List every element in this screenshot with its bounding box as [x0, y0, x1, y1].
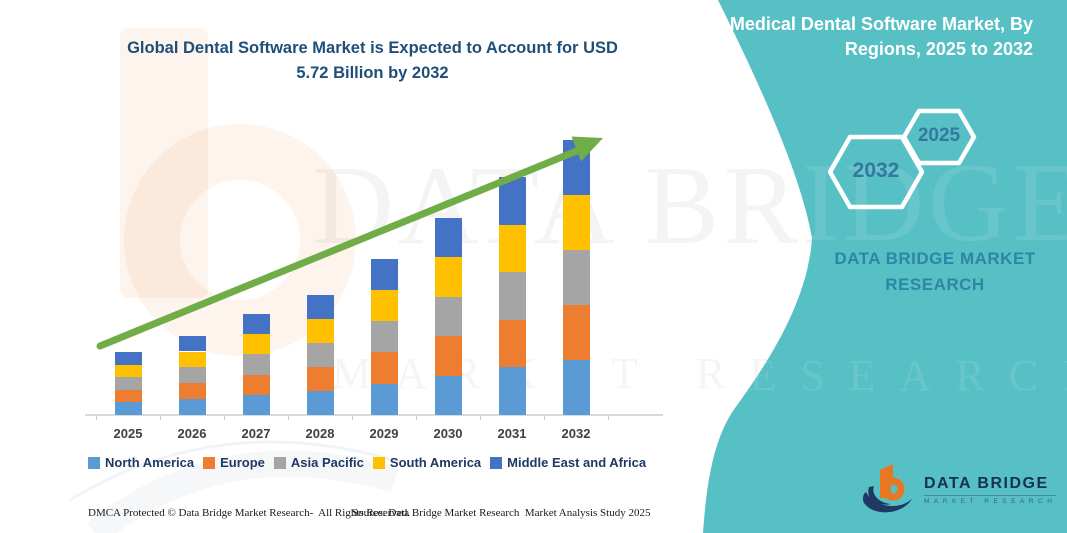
bar-segment-europe	[370, 352, 398, 384]
axis-tick	[96, 416, 97, 420]
bar-segment-north-america	[306, 390, 334, 415]
bar-segment-north-america	[562, 359, 590, 415]
axis-tick	[160, 416, 161, 420]
hexagon-2025-label: 2025	[917, 125, 961, 146]
bar-segment-north-america	[498, 367, 526, 415]
axis-tick	[224, 416, 225, 420]
bar-segment-europe	[178, 383, 206, 400]
bar-segment-north-america	[434, 375, 462, 415]
bar-segment-asia-pacific	[242, 354, 270, 375]
logo-subtitle-text: MARKET RESEARCH	[924, 498, 1057, 505]
databridge-logo: DATA BRIDGE MARKET RESEARCH	[862, 462, 1057, 518]
x-axis-label-2028: 2028	[305, 426, 335, 441]
legend-item-europe: Europe	[203, 455, 265, 470]
legend-item-asia-pacific: Asia Pacific	[273, 455, 364, 470]
x-axis-line	[85, 414, 663, 416]
x-axis-label-2032: 2032	[561, 426, 591, 441]
x-axis-label-2025: 2025	[113, 426, 143, 441]
legend-item-north-america: North America	[88, 455, 194, 470]
bar-segment-south-america	[114, 364, 142, 378]
legend-swatch	[88, 456, 100, 469]
hexagon-2032-label: 2032	[852, 159, 900, 182]
axis-tick	[544, 416, 545, 420]
panel-title: Medical Dental Software Market, By Regio…	[703, 12, 1033, 62]
legend-swatch	[372, 456, 385, 469]
chart-title-line2: 5.72 Billion by 2032	[296, 63, 449, 82]
bar-segment-north-america	[242, 394, 270, 415]
panel-brand-text: DATA BRIDGE MARKET RESEARCH	[810, 246, 1060, 299]
chart-title-line1: Global Dental Software Market is Expecte…	[127, 39, 618, 57]
chart-legend: North America Europe Asia Pacific South Ame…	[88, 455, 646, 470]
legend-label: Europe	[220, 455, 265, 470]
x-axis-label-2026: 2026	[177, 426, 207, 441]
bar-segment-europe	[242, 374, 270, 395]
bar-segment-europe	[306, 366, 334, 391]
panel-brand-line1: DATA BRIDGE MARKET	[834, 249, 1036, 268]
axis-tick	[608, 416, 609, 420]
axis-tick	[480, 416, 481, 420]
legend-swatch	[490, 456, 503, 469]
x-axis-label-2027: 2027	[241, 426, 271, 441]
bar-segment-asia-pacific	[114, 377, 142, 390]
x-axis-label-2031: 2031	[497, 426, 527, 441]
copyright-text: DMCA Protected © Data Bridge Market Rese…	[88, 507, 411, 519]
bar-segment-middle-east-and-africa	[114, 352, 142, 365]
legend-label: North America	[105, 455, 195, 470]
axis-tick	[352, 416, 353, 420]
databridge-logo-icon	[862, 464, 912, 513]
legend-item-south-america: South America	[372, 455, 482, 470]
legend-label: Middle East and Africa	[507, 455, 647, 470]
x-axis-label-2029: 2029	[369, 426, 399, 441]
axis-tick	[288, 416, 289, 420]
panel-brand-line2: RESEARCH	[885, 275, 985, 295]
bar-segment-asia-pacific	[178, 367, 206, 384]
bar-segment-north-america	[114, 402, 142, 415]
panel-title-line1: Medical Dental Software Market, By	[729, 14, 1033, 34]
bar-segment-europe	[114, 389, 142, 403]
x-axis-label-2030: 2030	[433, 426, 463, 441]
legend-swatch	[203, 456, 216, 469]
bar-segment-north-america	[370, 383, 398, 415]
chart-title: Global Dental Software Market is Expecte…	[60, 36, 685, 86]
legend-label: South America	[389, 455, 482, 470]
logo-name-text: DATA BRIDGE	[924, 475, 1057, 496]
panel-title-line2: Regions, 2025 to 2032	[844, 39, 1033, 60]
legend-item-middle-east-and-africa: Middle East and Africa	[490, 455, 646, 470]
source-text: Source: Data Bridge Market Research Mark…	[352, 507, 651, 519]
legend-swatch	[273, 456, 286, 469]
bar-segment-north-america	[178, 399, 206, 415]
legend-label: Asia Pacific	[290, 455, 364, 470]
bar-segment-south-america	[178, 351, 206, 368]
axis-tick	[416, 416, 417, 420]
